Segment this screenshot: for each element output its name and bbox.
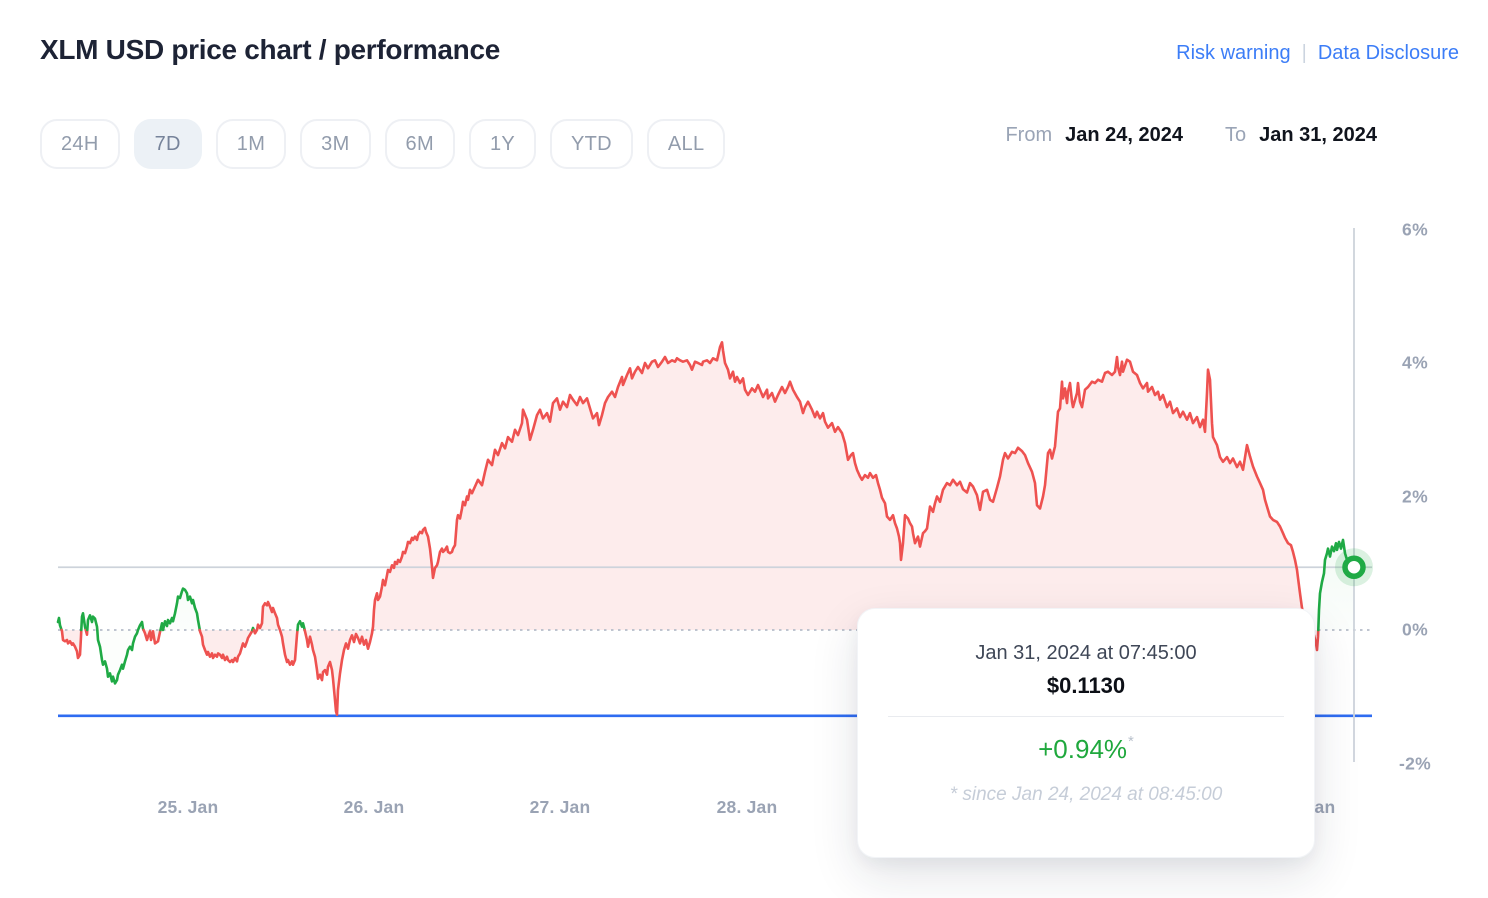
tooltip-change: +0.94%*	[1038, 733, 1134, 764]
price-area-segment	[253, 602, 298, 665]
price-line-segment	[296, 620, 306, 632]
range-button-6m[interactable]: 6M	[384, 119, 455, 169]
header-links: Risk warning | Data Disclosure	[1176, 42, 1459, 65]
y-axis-label: 6%	[1402, 219, 1428, 239]
price-line-segment	[159, 587, 202, 632]
price-line-segment	[80, 612, 88, 632]
price-line-segment	[303, 628, 374, 717]
x-axis-label: 28. Jan	[716, 797, 778, 817]
tooltip-datetime: Jan 31, 2024 at 07:45:00	[975, 642, 1197, 664]
range-button-24h[interactable]: 24H	[40, 119, 120, 169]
to-label: To	[1225, 124, 1247, 146]
price-line-segment	[142, 628, 162, 645]
footnote-asterisk: *	[1128, 733, 1134, 751]
tooltip-divider	[888, 716, 1284, 717]
tooltip-footnote: * since Jan 24, 2024 at 08:45:00	[949, 784, 1223, 805]
price-area-layer	[58, 342, 1354, 715]
from-date-value[interactable]: Jan 24, 2024	[1065, 124, 1183, 146]
date-range: From Jan 24, 2024 To Jan 31, 2024	[1005, 124, 1377, 147]
price-line-segment	[86, 614, 99, 632]
price-area-segment	[97, 622, 144, 684]
price-line-segment	[1317, 538, 1356, 632]
x-axis-label: 26. Jan	[343, 797, 405, 817]
price-area-segment	[304, 630, 373, 715]
price-line-segment	[252, 600, 299, 666]
range-selector: 24H 7D 1M 3M 6M 1Y YTD ALL	[40, 119, 726, 169]
y-axis-label: 2%	[1402, 486, 1428, 506]
price-line-segment	[198, 628, 254, 664]
y-axis-label: -2%	[1398, 753, 1432, 773]
price-area-segment	[143, 630, 161, 644]
range-button-7d[interactable]: 7D	[133, 119, 202, 169]
from-label: From	[1005, 124, 1053, 146]
current-point-marker	[1335, 548, 1373, 587]
price-line-segment	[60, 628, 83, 660]
price-line-segment	[56, 616, 63, 632]
range-button-1y[interactable]: 1Y	[468, 119, 537, 169]
y-axis-label: 0%	[1402, 619, 1428, 640]
range-button-all[interactable]: ALL	[646, 119, 726, 169]
range-button-3m[interactable]: 3M	[300, 119, 371, 169]
x-axis-label: 27. Jan	[529, 797, 591, 817]
chart-area: 6% 4% 2% 0% -2% 25. Jan 26. Jan 27. Jan 28. Jan…	[0, 190, 1488, 898]
price-line-layer	[56, 341, 1356, 717]
price-area-segment	[372, 342, 1319, 650]
link-separator: |	[1301, 42, 1307, 64]
price-line-segment	[371, 341, 1320, 652]
price-area-segment	[61, 630, 82, 658]
tooltip-price: $0.1130	[1046, 673, 1126, 698]
range-button-1m[interactable]: 1M	[215, 119, 287, 169]
y-axis-label: 4%	[1402, 352, 1428, 373]
to-date-value[interactable]: Jan 31, 2024	[1259, 124, 1377, 146]
page-title: XLM USD price chart / performance	[40, 34, 501, 65]
risk-warning-link[interactable]: Risk warning	[1176, 42, 1291, 64]
chart-tooltip: Jan 31, 2024 at 07:45:00 $0.1130 +0.94%*…	[857, 608, 1315, 858]
x-axis-label: 25. Jan	[157, 797, 219, 817]
price-line-segment	[96, 620, 145, 685]
data-disclosure-link[interactable]: Data Disclosure	[1317, 42, 1459, 64]
price-line-segment	[84, 628, 89, 636]
range-button-ytd[interactable]: YTD	[550, 119, 633, 169]
price-chart[interactable]	[0, 190, 1488, 810]
marker-ring	[1342, 555, 1366, 580]
